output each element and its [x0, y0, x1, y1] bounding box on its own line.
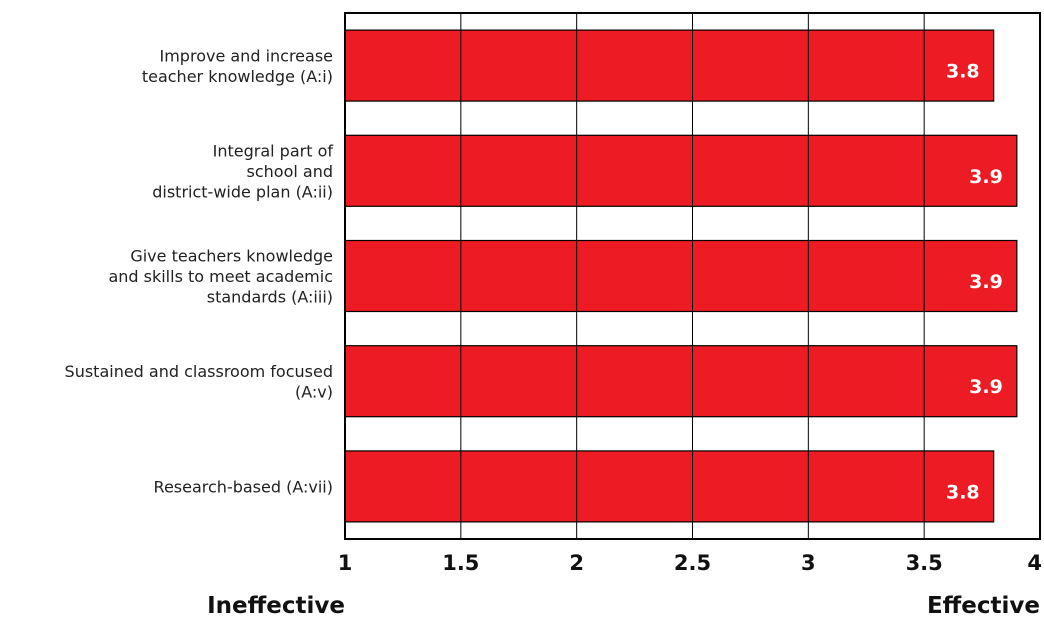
plot-frame: [344, 12, 1041, 540]
x-tick-label: 1: [338, 551, 353, 575]
category-labels: Improve and increase teacher knowledge (A…: [65, 46, 334, 496]
bar: [344, 29, 995, 102]
category-label: Sustained and classroom focused (A:v): [65, 362, 333, 402]
x-tick-label: 2.5: [674, 551, 711, 575]
scale-high-label: Effective: [927, 593, 1040, 617]
x-tick-label: 3.5: [906, 551, 943, 575]
bar: [344, 134, 1018, 207]
category-label: Integral part of school and district-wide …: [152, 141, 333, 201]
category-label: Give teachers knowledge and skills to mee…: [108, 247, 333, 307]
bar-value-label: 3.8: [946, 481, 980, 503]
x-tick-label: 1.5: [442, 551, 479, 575]
bar-value-label: 3.9: [969, 271, 1003, 293]
value-labels: 3.8 3.9 3.9 3.9 3.8: [946, 61, 1003, 504]
bar: [344, 239, 1018, 313]
category-label: Research-based (A:vii): [154, 477, 333, 496]
bar: [344, 345, 1018, 418]
bar-value-label: 3.9: [969, 166, 1003, 188]
bar-value-label: 3.9: [969, 376, 1003, 398]
x-tick-label: 4: [1027, 551, 1042, 575]
category-label: Improve and increase teacher knowledge (A…: [142, 46, 333, 86]
x-tick-label: 2: [569, 551, 584, 575]
x-tick-labels: 1 1.5 2 2.5 3 3.5 4: [338, 551, 1042, 575]
bars-layer: [344, 29, 1018, 523]
scale-low-label: Ineffective: [207, 593, 345, 617]
bar: [344, 450, 995, 523]
bar-value-label: 3.8: [946, 61, 980, 83]
x-tick-label: 3: [801, 551, 816, 575]
gridlines: [460, 13, 925, 539]
